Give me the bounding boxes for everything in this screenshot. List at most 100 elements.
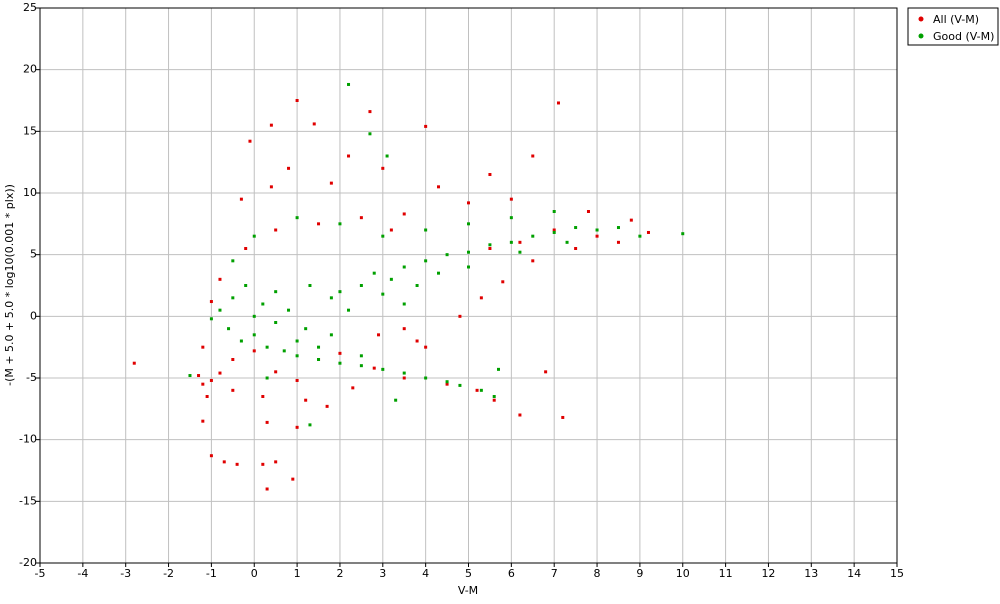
point <box>248 139 252 143</box>
point <box>424 345 428 349</box>
x-tick-label: 15 <box>890 567 904 580</box>
point <box>201 345 205 349</box>
point <box>492 398 496 402</box>
point <box>244 247 248 250</box>
point <box>424 228 428 232</box>
y-tick-label: -5 <box>26 371 37 384</box>
point <box>586 210 590 213</box>
x-tick-label: -3 <box>120 567 131 580</box>
point <box>381 367 385 371</box>
point <box>222 460 226 464</box>
point <box>201 382 205 386</box>
point <box>574 226 578 230</box>
point <box>282 349 286 353</box>
point <box>381 234 385 238</box>
x-tick-label: 2 <box>336 567 343 580</box>
x-tick-label: 14 <box>847 567 861 580</box>
point <box>556 101 560 105</box>
point <box>261 302 265 306</box>
point <box>359 284 363 287</box>
point <box>552 210 556 213</box>
point <box>561 415 565 419</box>
point <box>402 371 406 375</box>
point <box>329 181 333 185</box>
point <box>616 226 620 230</box>
point <box>368 110 372 114</box>
point <box>381 292 385 296</box>
point <box>269 185 273 189</box>
point <box>544 370 548 374</box>
point <box>479 296 483 300</box>
point <box>317 222 321 226</box>
point <box>385 154 389 158</box>
point <box>424 376 428 380</box>
point <box>475 388 479 392</box>
point <box>188 374 192 378</box>
legend-marker <box>918 33 924 39</box>
point <box>389 228 393 232</box>
point <box>595 234 599 238</box>
point <box>424 124 428 128</box>
point <box>509 216 513 220</box>
point <box>467 222 470 226</box>
point <box>488 243 492 247</box>
point <box>496 367 500 371</box>
point <box>252 349 256 353</box>
point <box>265 420 269 424</box>
point <box>252 234 256 238</box>
x-tick-label: 3 <box>379 567 386 580</box>
point <box>458 383 462 387</box>
point <box>574 247 578 250</box>
point <box>629 218 633 222</box>
point <box>239 197 243 201</box>
point <box>291 477 295 481</box>
point <box>235 462 239 466</box>
point <box>347 308 351 312</box>
point <box>312 122 316 126</box>
point <box>231 358 235 361</box>
point <box>274 321 278 324</box>
point <box>209 454 213 458</box>
point <box>209 378 213 382</box>
point <box>359 216 363 220</box>
point <box>205 395 209 398</box>
point <box>338 290 342 294</box>
point <box>274 290 278 294</box>
point <box>227 327 231 331</box>
point <box>488 247 492 250</box>
point <box>467 201 470 205</box>
y-tick-label: 20 <box>23 63 37 76</box>
y-axis-label: -(M + 5.0 + 5.0 * log10(0.001 * plx)) <box>3 184 16 386</box>
point <box>552 228 556 232</box>
point <box>638 234 642 238</box>
x-tick-label: 1 <box>294 567 301 580</box>
y-tick-label: 0 <box>30 309 37 322</box>
point <box>552 230 556 234</box>
legend-label: Good (V-M) <box>933 30 994 43</box>
x-tick-label: 10 <box>676 567 690 580</box>
point <box>368 132 372 136</box>
point <box>402 376 406 380</box>
point <box>304 327 308 331</box>
point <box>467 265 470 269</box>
point <box>389 277 393 281</box>
x-tick-label: 6 <box>508 567 515 580</box>
legend-marker <box>918 16 924 22</box>
x-tick-label: 8 <box>594 567 601 580</box>
point <box>501 280 505 284</box>
point <box>458 314 462 318</box>
y-tick-label: 5 <box>30 248 37 261</box>
point <box>492 395 496 398</box>
point <box>218 371 222 375</box>
x-tick-label: 0 <box>251 567 258 580</box>
point <box>338 351 342 355</box>
y-tick-label: 25 <box>23 1 37 14</box>
point <box>308 423 312 427</box>
point <box>488 173 492 176</box>
point <box>518 250 522 254</box>
point <box>274 460 278 464</box>
x-tick-label: -5 <box>35 567 46 580</box>
point <box>402 265 406 269</box>
point <box>287 166 291 170</box>
